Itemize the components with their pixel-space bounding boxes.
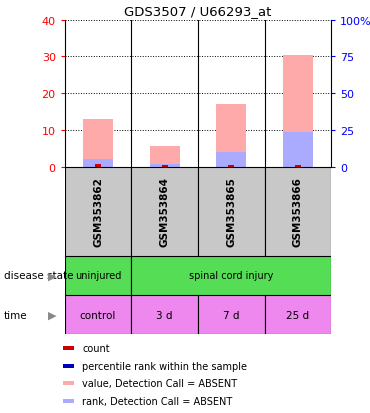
Bar — [198, 167, 265, 256]
Text: count: count — [82, 343, 110, 353]
Bar — [63, 364, 74, 368]
Bar — [265, 167, 331, 256]
Bar — [265, 295, 331, 335]
Text: control: control — [80, 310, 116, 320]
Bar — [65, 256, 131, 295]
Text: GSM353864: GSM353864 — [159, 177, 170, 247]
Text: 7 d: 7 d — [223, 310, 239, 320]
Text: rank, Detection Call = ABSENT: rank, Detection Call = ABSENT — [82, 396, 232, 406]
Text: GSM353866: GSM353866 — [293, 177, 303, 247]
Bar — [150, 164, 180, 167]
Bar — [228, 166, 234, 167]
Text: 25 d: 25 d — [286, 310, 309, 320]
Bar — [131, 295, 198, 335]
Bar — [83, 120, 113, 167]
Text: uninjured: uninjured — [75, 271, 121, 281]
Bar — [95, 164, 101, 167]
Bar — [162, 166, 168, 167]
Text: time: time — [4, 310, 27, 320]
Bar — [283, 55, 313, 167]
Bar — [216, 105, 246, 167]
Text: spinal cord injury: spinal cord injury — [189, 271, 273, 281]
Bar — [65, 295, 131, 335]
Title: GDS3507 / U66293_at: GDS3507 / U66293_at — [124, 5, 272, 18]
Bar — [63, 399, 74, 403]
Bar — [131, 256, 331, 295]
Text: GSM353865: GSM353865 — [226, 177, 236, 247]
Text: ▶: ▶ — [48, 310, 56, 320]
Text: GSM353862: GSM353862 — [93, 177, 103, 247]
Text: percentile rank within the sample: percentile rank within the sample — [82, 361, 247, 371]
Bar — [150, 147, 180, 167]
Bar — [283, 133, 313, 167]
Bar — [198, 295, 265, 335]
Text: disease state: disease state — [4, 271, 73, 281]
Text: value, Detection Call = ABSENT: value, Detection Call = ABSENT — [82, 378, 238, 388]
Bar — [131, 167, 198, 256]
Bar — [295, 166, 301, 167]
Bar — [216, 153, 246, 167]
Bar — [63, 381, 74, 385]
Text: 3 d: 3 d — [157, 310, 173, 320]
Text: ▶: ▶ — [48, 271, 56, 281]
Bar — [65, 167, 131, 256]
Bar — [83, 160, 113, 167]
Bar — [63, 346, 74, 350]
